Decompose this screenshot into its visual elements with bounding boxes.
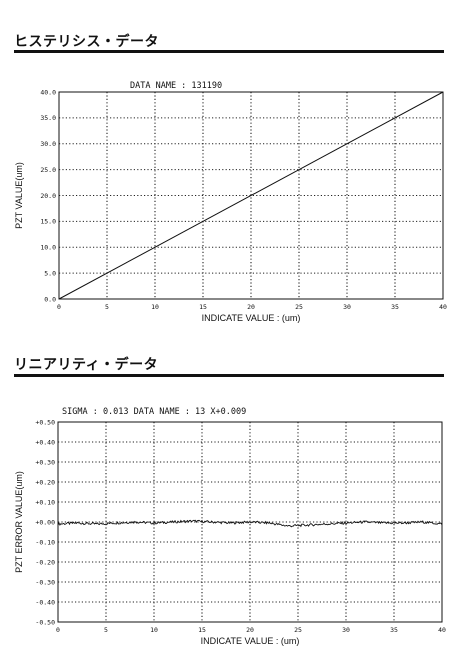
x-tick-label: 40 xyxy=(439,303,447,311)
y-tick-label: 5.0 xyxy=(44,269,56,277)
x-tick-label: 30 xyxy=(343,303,351,311)
x-tick-label: 40 xyxy=(438,626,446,634)
error-trace-line xyxy=(57,519,443,528)
chart-header: SIGMA : 0.013 DATA NAME : 13 X+0.009 xyxy=(62,407,246,417)
plot-frame xyxy=(57,421,443,623)
y-tick-label: -0.30 xyxy=(35,578,55,586)
x-tick-label: 30 xyxy=(342,626,350,634)
y-tick-label: -0.10 xyxy=(35,538,55,546)
x-tick-label: 0 xyxy=(56,626,60,634)
y-tick-label: +0.50 xyxy=(35,418,55,426)
y-tick-label: 20.0 xyxy=(40,192,56,200)
x-tick-label: 10 xyxy=(151,303,159,311)
x-tick-label: 10 xyxy=(150,626,158,634)
x-tick-label: 15 xyxy=(198,626,206,634)
x-tick-label: 20 xyxy=(246,626,254,634)
x-tick-label: 20 xyxy=(247,303,255,311)
y-tick-label: 0.0 xyxy=(44,295,56,303)
x-tick-label: 35 xyxy=(391,303,399,311)
x-tick-label: 35 xyxy=(390,626,398,634)
y-axis-label: PZT VALUE(um) xyxy=(14,162,24,229)
y-tick-label: 30.0 xyxy=(40,140,56,148)
y-tick-label: +0.40 xyxy=(35,438,55,446)
y-tick-label: 35.0 xyxy=(40,114,56,122)
linearity-title-rule xyxy=(14,374,444,377)
y-tick-label: 15.0 xyxy=(40,218,56,226)
y-tick-label: +0.30 xyxy=(35,458,55,466)
y-tick-label: 10.0 xyxy=(40,244,56,252)
x-tick-label: 25 xyxy=(294,626,302,634)
y-tick-label: +0.20 xyxy=(35,478,55,486)
y-tick-label: +0.00 xyxy=(35,518,55,526)
y-axis-label: PZT ERROR VALUE(um) xyxy=(14,471,24,573)
linearity-section-title: リニアリティ・データ xyxy=(14,357,159,373)
x-tick-label: 0 xyxy=(57,303,61,311)
x-axis-label: INDICATE VALUE : (um) xyxy=(201,636,300,646)
y-tick-label: +0.10 xyxy=(35,498,55,506)
x-tick-label: 5 xyxy=(104,626,108,634)
hysteresis-trace-line xyxy=(58,91,444,300)
hysteresis-title-rule xyxy=(14,50,444,53)
x-tick-label: 25 xyxy=(295,303,303,311)
x-tick-label: 15 xyxy=(199,303,207,311)
x-tick-label: 5 xyxy=(105,303,109,311)
y-tick-label: 40.0 xyxy=(40,88,56,96)
y-tick-label: -0.20 xyxy=(35,558,55,566)
y-tick-label: -0.50 xyxy=(35,618,55,626)
y-tick-label: 25.0 xyxy=(40,166,56,174)
plot-frame xyxy=(58,91,444,300)
chart-header: DATA NAME : 131190 xyxy=(130,81,222,91)
x-axis-label: INDICATE VALUE : (um) xyxy=(202,313,301,323)
hysteresis-section-title: ヒステリシス・データ xyxy=(14,34,159,50)
y-tick-label: -0.40 xyxy=(35,598,55,606)
